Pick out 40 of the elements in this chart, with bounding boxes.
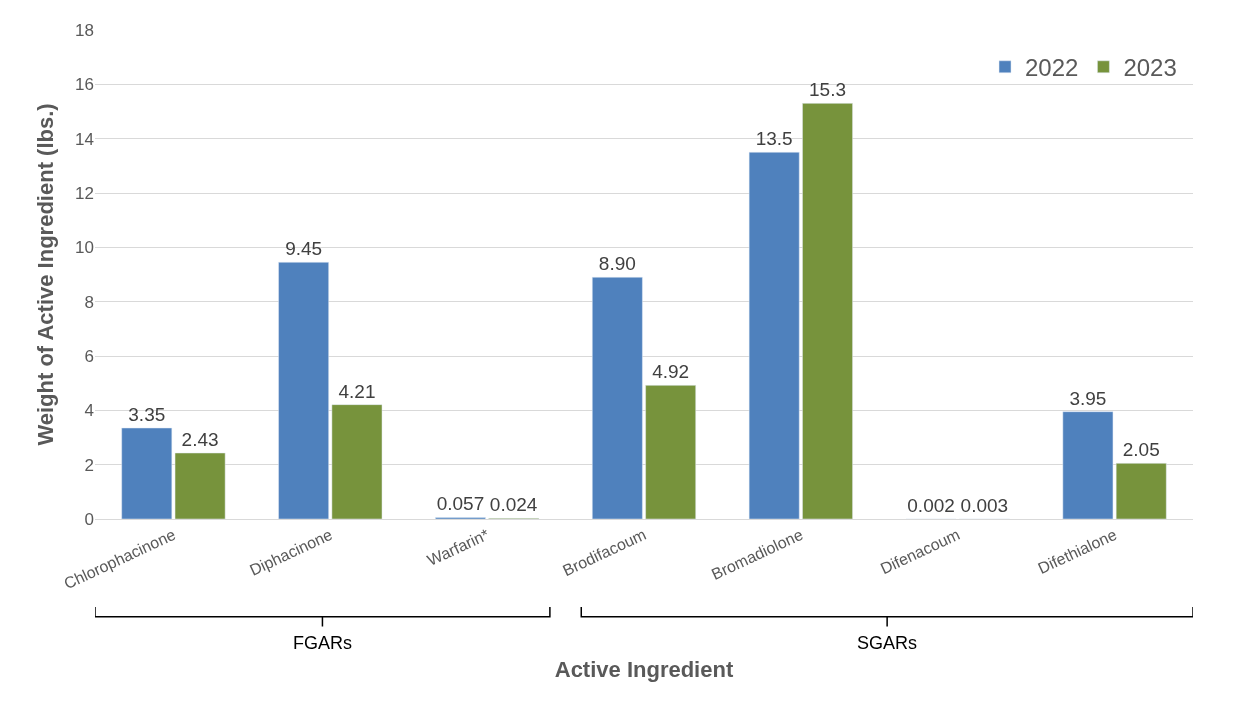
- data-label: 4.21: [338, 380, 376, 402]
- text: SGARs: [857, 633, 918, 653]
- bar: [278, 262, 329, 519]
- y-tick-label: 18: [75, 20, 94, 40]
- y-tick-label: 12: [75, 183, 94, 203]
- data-label: 0.057: [436, 493, 485, 515]
- data-label: 15.3: [809, 79, 847, 101]
- y-tick-label: 0: [84, 509, 94, 529]
- text: FGARs: [293, 633, 353, 653]
- bar: [1115, 463, 1167, 519]
- data-label: 0.003: [960, 494, 1009, 516]
- bar: [1062, 411, 1114, 519]
- bar: [174, 452, 226, 519]
- bar: [121, 427, 173, 519]
- bar: [592, 276, 643, 519]
- data-label: 0.024: [489, 494, 538, 516]
- legend-label: 2023: [1123, 54, 1177, 82]
- x-axis-title: Active Ingredient: [554, 657, 734, 683]
- y-tick-label: 4: [84, 401, 94, 421]
- data-label: 2.43: [181, 428, 219, 450]
- y-tick-label: 8: [84, 292, 94, 312]
- bar: [748, 152, 800, 519]
- data-label: 3.95: [1069, 387, 1107, 409]
- data-label: 13.5: [755, 128, 793, 150]
- y-tick-label: 16: [75, 75, 94, 95]
- legend-label: 2022: [1025, 54, 1079, 82]
- y-tick-label: 14: [75, 129, 94, 149]
- data-label: 0.002: [907, 494, 955, 516]
- y-tick-label: 6: [84, 346, 94, 366]
- data-label: 4.92: [652, 361, 690, 383]
- y-tick-label: 10: [75, 238, 94, 258]
- bar: [331, 404, 383, 519]
- data-label: 3.35: [128, 403, 166, 425]
- data-label: 2.05: [1122, 439, 1160, 461]
- data-label: 8.90: [598, 253, 636, 275]
- y-axis-title: Weight of Active Ingredient (lbs.): [32, 103, 58, 446]
- bar: [645, 385, 696, 519]
- y-tick-label: 2: [84, 455, 94, 475]
- data-label: 9.45: [285, 238, 323, 260]
- bar: [802, 103, 853, 519]
